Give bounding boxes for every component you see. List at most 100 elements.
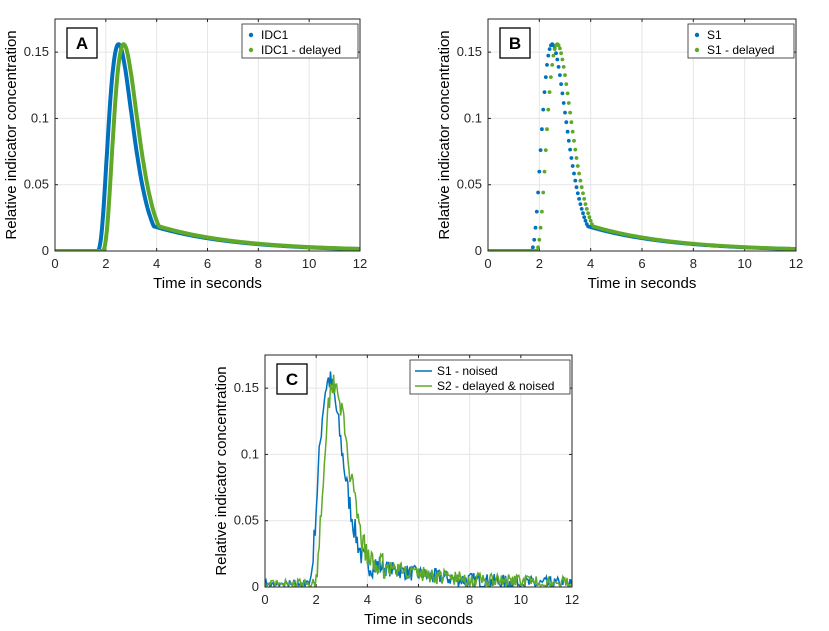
x-tick-label: 0	[51, 256, 58, 271]
data-point	[545, 63, 549, 67]
series-line	[265, 374, 572, 587]
data-point	[542, 169, 547, 174]
data-layer	[55, 42, 360, 251]
data-point	[582, 215, 587, 220]
data-point	[566, 101, 571, 105]
data-point	[575, 164, 580, 168]
data-point	[586, 211, 590, 216]
data-point	[547, 90, 552, 94]
chart-panel-A: 0 2 4 6 8 10 12 0 0.05 0.1 0.15 Time in seconds Rela…	[3, 18, 367, 292]
legend-marker-swatch	[248, 47, 254, 53]
data-point	[552, 47, 557, 51]
panel-letter-box	[276, 363, 308, 395]
data-point	[543, 75, 548, 79]
data-point	[545, 127, 549, 132]
legend-box	[409, 359, 571, 395]
data-point	[574, 185, 579, 190]
x-tick-label: 10	[514, 592, 528, 607]
y-axis-label: Relative indicator concentration	[213, 366, 230, 575]
data-point	[568, 110, 572, 115]
y-tick-label: 0.15	[234, 380, 259, 395]
data-point	[550, 63, 555, 67]
x-tick-label: 2	[102, 256, 109, 271]
panel-letter: A	[76, 34, 88, 53]
y-tick-label: 0.1	[31, 110, 49, 125]
data-point	[540, 127, 544, 132]
data-point	[540, 209, 544, 214]
data-point	[534, 248, 539, 251]
data-point	[560, 57, 565, 62]
data-point	[565, 91, 570, 96]
x-axis-label: Time in seconds	[588, 275, 697, 292]
data-point	[534, 209, 539, 214]
data-point	[551, 53, 556, 58]
data-point	[587, 215, 592, 220]
y-axis-label: Relative indicator concentration	[3, 30, 20, 239]
data-point	[570, 164, 575, 168]
x-tick-label: 8	[466, 592, 473, 607]
data-point	[541, 190, 546, 195]
data-point	[561, 65, 566, 69]
data-point	[578, 178, 583, 183]
data-point	[546, 107, 551, 112]
data-point	[563, 110, 567, 115]
x-axis-label: Time in seconds	[364, 611, 473, 628]
data-point	[537, 169, 542, 174]
legend-marker-swatch	[694, 32, 700, 38]
x-tick-label: 10	[302, 256, 316, 271]
data-point	[565, 129, 570, 134]
data-point	[578, 202, 583, 207]
data-point	[549, 75, 553, 79]
data-point	[546, 53, 551, 58]
x-tick-label: 0	[484, 256, 491, 271]
data-point	[555, 57, 560, 62]
x-tick-label: 12	[789, 256, 803, 271]
data-point	[581, 211, 585, 216]
data-point	[563, 73, 567, 77]
data-point	[556, 43, 561, 48]
axes-box	[487, 18, 797, 252]
data-point	[558, 46, 562, 51]
data-layer	[265, 371, 572, 587]
legend-label: S1 - delayed	[707, 43, 774, 57]
data-point	[570, 129, 575, 134]
data-point	[554, 51, 558, 56]
x-tick-label: 2	[313, 592, 320, 607]
data-point	[543, 148, 548, 153]
data-point	[542, 90, 547, 94]
data-point	[538, 225, 543, 230]
legend-marker-swatch	[248, 32, 254, 38]
x-tick-label: 2	[536, 256, 543, 271]
data-point	[573, 147, 578, 152]
data-point	[588, 218, 593, 223]
data-point	[560, 91, 565, 96]
data-point	[572, 171, 576, 176]
data-point	[569, 156, 574, 160]
data-point	[582, 197, 587, 201]
data-point	[533, 225, 538, 230]
data-point	[536, 190, 540, 195]
y-tick-label: 0.1	[464, 110, 482, 125]
data-point	[579, 185, 584, 190]
x-tick-label: 4	[364, 592, 371, 607]
data-point	[583, 218, 588, 223]
chart-panel-B: 0 2 4 6 8 10 12 0 0.05 0.1 0.15 Time in seconds Rela…	[436, 18, 803, 292]
data-layer	[488, 42, 796, 251]
data-point	[537, 237, 542, 242]
legend-label: IDC1 - delayed	[261, 43, 341, 57]
axes-box	[54, 18, 361, 252]
data-point	[559, 51, 563, 56]
data-point	[541, 107, 546, 112]
x-tick-label: 10	[737, 256, 751, 271]
data-point	[584, 207, 589, 211]
legend-label: IDC1	[261, 28, 289, 42]
data-point	[577, 197, 581, 201]
y-tick-label: 0	[252, 579, 259, 594]
data-point	[568, 147, 572, 152]
data-point	[538, 148, 543, 153]
x-tick-label: 6	[638, 256, 645, 271]
x-tick-label: 4	[153, 256, 160, 271]
legend-label: S1 - noised	[437, 364, 498, 378]
